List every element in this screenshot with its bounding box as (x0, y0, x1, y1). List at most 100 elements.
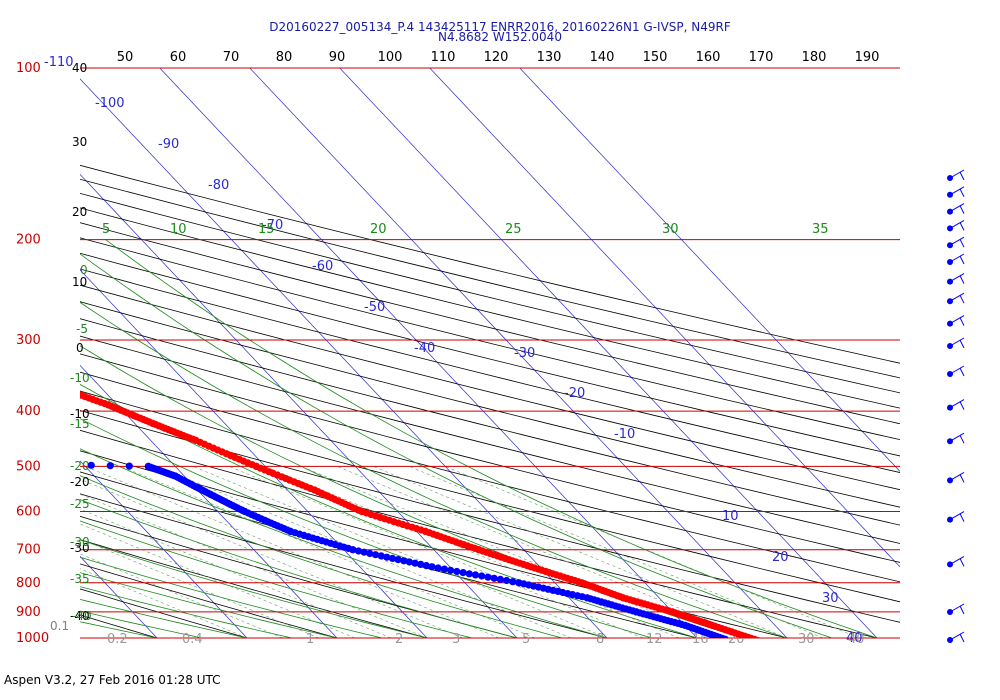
dewpoint-point (383, 553, 391, 561)
dry-adiabat-line (80, 178, 900, 379)
dewpoint-point (371, 551, 380, 559)
isotherm-label: -70 (262, 218, 283, 233)
dewpoint-point (388, 554, 397, 563)
grid-lines (80, 68, 900, 638)
isotherm-line (429, 68, 900, 568)
temperature-point (62, 386, 69, 393)
wind-barb-staff (949, 236, 965, 246)
wind-barb-staff (949, 337, 965, 347)
isotherm-line (249, 68, 788, 638)
temperature-point (31, 376, 38, 383)
left-tick-label: -30 (70, 535, 90, 549)
temperature-point (54, 383, 61, 390)
top-tick-label: 190 (855, 50, 880, 65)
wind-barb-staff (949, 219, 965, 229)
top-tick-label: 180 (802, 50, 827, 65)
dewpoint-point (349, 546, 357, 554)
pressure-tick-label: 100 (16, 61, 41, 76)
wind-barb-flag (959, 294, 965, 304)
wind-barb-staff (949, 511, 965, 521)
wind-barb-flag (959, 222, 965, 231)
wind-barbs (947, 169, 965, 643)
isotherm-line (80, 173, 518, 638)
top-tick-label: 150 (643, 50, 668, 65)
mixing-ratio-line (445, 466, 860, 638)
temperature-point (751, 635, 758, 638)
moist-adiabat-line (80, 598, 248, 638)
isotherm-line (80, 78, 608, 638)
mixing-ratio-line (80, 553, 284, 638)
wind-barb-staff (949, 555, 965, 565)
top-tick-label: 140 (590, 50, 615, 65)
dewpoint-point (471, 571, 480, 579)
mixing-ratio-label: 1 (306, 632, 314, 647)
mixing-ratio-line (80, 493, 428, 638)
dewpoint-point (503, 576, 511, 585)
isotherm-label: -10 (614, 427, 635, 442)
top-tick-label: 100 (378, 50, 403, 65)
temperature-point (0, 363, 1, 370)
top-tick-label: 130 (537, 50, 562, 65)
wind-barb-flag (959, 367, 965, 377)
pressure-tick-label: 200 (16, 233, 41, 248)
adiabat-label: 20 (370, 222, 387, 237)
temperature-point (36, 377, 43, 384)
left-tick-label: -30 (70, 541, 90, 555)
isotherm-label: -100 (95, 96, 125, 111)
left-tick-label: 20 (72, 205, 87, 219)
dewpoint-point (434, 564, 442, 572)
temperature-point (8, 368, 15, 375)
dewpoint-point (453, 567, 461, 576)
isobars (80, 67, 900, 639)
dewpoint-point (440, 565, 448, 573)
pressure-tick-label: 600 (16, 505, 41, 520)
wind-barb-staff (949, 471, 965, 481)
temperature-point (27, 374, 34, 381)
dry-adiabat-line (80, 539, 428, 638)
wind-barb-staff (949, 253, 965, 263)
wind-barb-staff (949, 603, 965, 613)
wind-barb-staff (949, 365, 965, 375)
pressure-tick-label: 800 (16, 576, 41, 591)
dewpoint-point (106, 462, 114, 470)
dewpoint-point (400, 557, 408, 565)
wind-barb-flag (959, 434, 965, 444)
adiabat-label: 25 (505, 222, 522, 237)
wind-barb-flag (959, 238, 965, 248)
dewpoint-point (394, 556, 402, 564)
mixing-ratio-line (85, 466, 500, 638)
mixing-ratio-line (80, 538, 320, 638)
isotherm-label: 40 (846, 631, 863, 646)
isotherm-line (159, 68, 698, 638)
pressure-tick-label: 300 (16, 333, 41, 348)
dry-adiabat-line (80, 268, 900, 473)
dry-adiabat-line (80, 493, 608, 638)
isotherm-line (80, 460, 248, 638)
dry-adiabat-line (80, 371, 900, 583)
wind-barb-flag (959, 317, 965, 326)
moist-adiabat-line (80, 418, 653, 638)
adiabat-label: 30 (662, 222, 679, 237)
adiabat-label: 15 (258, 222, 275, 237)
wind-barb-flag (959, 633, 965, 643)
top-tick-label: 60 (170, 50, 187, 65)
pressure-tick-label: 700 (16, 543, 41, 558)
wind-barb-flag (959, 474, 965, 483)
wind-barb-staff (949, 203, 965, 213)
sounding-series (0, 363, 761, 638)
left-tick-label: -15 (70, 417, 90, 431)
moist-adiabat-line (80, 572, 338, 638)
dry-adiabat-line (80, 390, 900, 603)
wind-barb-staff (949, 273, 965, 283)
dewpoint-point (428, 563, 436, 571)
dry-adiabat-line (80, 563, 338, 638)
temperature-point (50, 382, 57, 389)
moist-adiabat-line (80, 383, 698, 638)
temperature-point (50, 382, 57, 389)
mixing-ratio-line (80, 523, 356, 638)
dewpoint-point (411, 559, 419, 567)
pressure-tick-label: 500 (16, 459, 41, 474)
temperature-point (4, 366, 11, 373)
mixing-ratio-label: 8 (596, 632, 604, 647)
